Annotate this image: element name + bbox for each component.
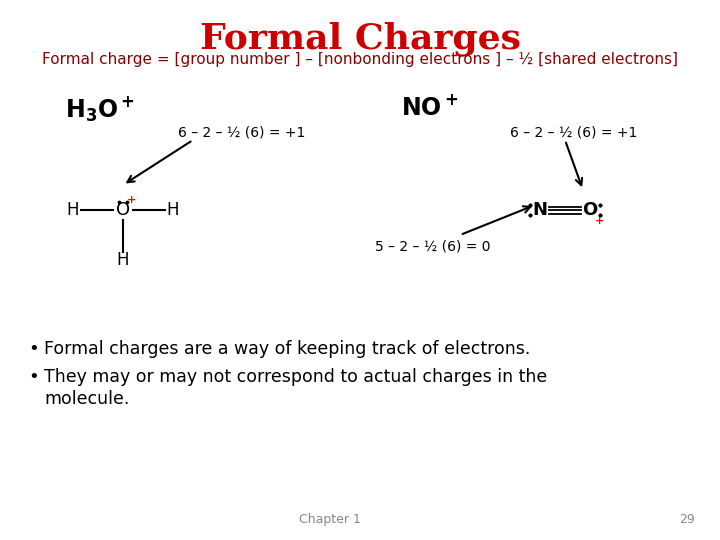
Text: •: • (28, 340, 39, 358)
Text: +: + (127, 195, 137, 205)
Text: 29: 29 (679, 513, 695, 526)
Text: 6 – 2 – ½ (6) = +1: 6 – 2 – ½ (6) = +1 (510, 125, 637, 139)
Text: O: O (116, 201, 130, 219)
Text: H: H (167, 201, 179, 219)
Text: H: H (67, 201, 79, 219)
Text: 5 – 2 – ½ (6) = 0: 5 – 2 – ½ (6) = 0 (375, 240, 490, 254)
Text: Formal charge = [group number ] – [nonbonding electrons ] – ½ [shared electrons]: Formal charge = [group number ] – [nonbo… (42, 52, 678, 67)
Text: Formal charges are a way of keeping track of electrons.: Formal charges are a way of keeping trac… (44, 340, 531, 358)
Text: O: O (582, 201, 598, 219)
Text: N: N (533, 201, 547, 219)
Text: $\mathbf{H_3O^+}$: $\mathbf{H_3O^+}$ (65, 95, 135, 124)
Text: H: H (117, 251, 130, 269)
Text: •: • (28, 368, 39, 386)
Text: They may or may not correspond to actual charges in the: They may or may not correspond to actual… (44, 368, 547, 386)
Text: 6 – 2 – ½ (6) = +1: 6 – 2 – ½ (6) = +1 (178, 125, 305, 139)
Text: Chapter 1: Chapter 1 (299, 513, 361, 526)
Text: molecule.: molecule. (44, 390, 130, 408)
Text: +: + (595, 216, 603, 226)
Text: Formal Charges: Formal Charges (199, 22, 521, 57)
Text: $\mathbf{NO^+}$: $\mathbf{NO^+}$ (401, 95, 459, 120)
